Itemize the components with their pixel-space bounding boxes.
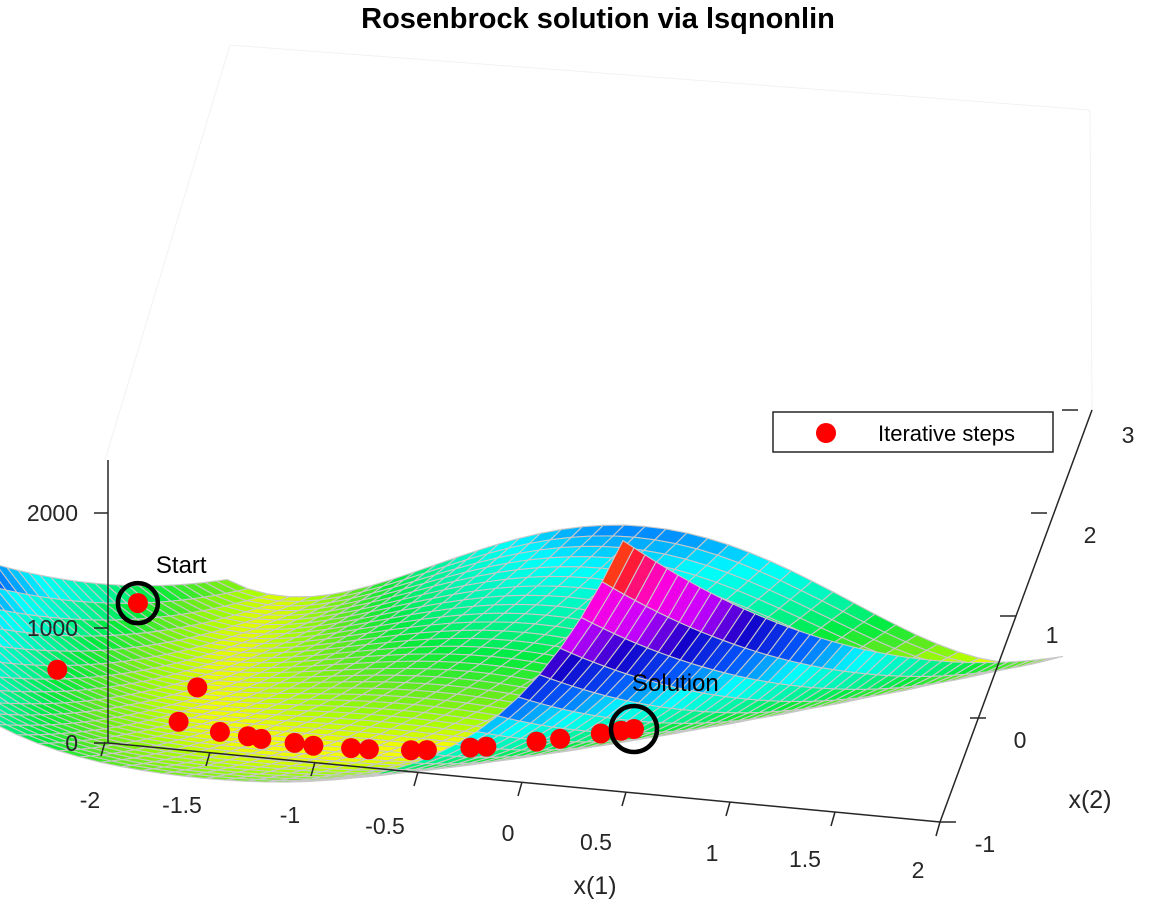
iteration-point (590, 723, 611, 744)
y-tick-label: 0 (1014, 727, 1027, 753)
solution-marker-ring (608, 703, 660, 755)
x-tick-mark (310, 761, 316, 777)
x-axis-label: x(1) (573, 872, 616, 900)
legend-box (772, 411, 1054, 453)
x-tick-mark (830, 811, 836, 827)
iteration-point (47, 659, 68, 680)
iteration-point (526, 731, 547, 752)
y-tick-label: 1 (1046, 622, 1059, 648)
z-tick-label: 1000 (27, 615, 78, 641)
x-tick-label: -2 (80, 787, 100, 813)
iteration-point (624, 719, 644, 739)
y-axis-label: x(2) (1068, 786, 1111, 814)
z-axis-ticks: 0 1000 2000 (27, 500, 108, 756)
iteration-point (209, 721, 230, 742)
y-tick-label: 2 (1084, 522, 1097, 548)
x-tick-mark (205, 751, 211, 767)
legend-label: Iterative steps (878, 421, 1015, 446)
iteration-point (168, 711, 189, 732)
start-marker-ring (115, 580, 161, 626)
x-tick-label: -1 (280, 802, 300, 828)
legend: Iterative steps (772, 411, 1054, 453)
iteration-point (416, 740, 437, 761)
x-tick-label: 1.5 (789, 846, 821, 872)
iteration-point (284, 732, 305, 753)
iteration-point (460, 737, 481, 758)
x-tick-mark (517, 781, 523, 797)
x-tick-label: 0 (502, 820, 515, 846)
z-tick-label: 0 (65, 730, 78, 756)
y-axis-ticks: -1 0 1 2 3 (940, 409, 1135, 857)
z-tick-label: 2000 (27, 500, 78, 526)
annotations: Start Solution (115, 552, 719, 755)
x-tick-mark (935, 821, 941, 837)
iteration-point (341, 738, 362, 759)
y-tick-label: -1 (975, 831, 995, 857)
iterative-steps-series (47, 593, 644, 761)
x-axis-ticks: -2 -1.5 -1 -0.5 0 0.5 1 1.5 2 (80, 741, 941, 883)
iteration-point (476, 736, 497, 757)
x-tick-label: -0.5 (365, 813, 405, 839)
x-tick-label: 1 (706, 840, 719, 866)
iteration-point (251, 728, 272, 749)
legend-marker (816, 423, 836, 443)
start-label: Start (156, 552, 207, 579)
iteration-point (303, 735, 324, 756)
surface-patch (601, 539, 635, 589)
iteration-point (401, 740, 421, 761)
axes-back-panels (104, 44, 1093, 461)
iteration-point (127, 593, 148, 614)
y-tick-label: 3 (1122, 422, 1135, 448)
iteration-point (550, 728, 571, 749)
chart-title: Rosenbrock solution via lsqnonlin (361, 3, 835, 35)
x-tick-mark (100, 741, 106, 757)
x-tick-label: 0.5 (580, 829, 612, 855)
iteration-point (187, 677, 208, 698)
x-tick-mark (413, 771, 419, 787)
x-tick-mark (621, 791, 627, 807)
x-tick-label: 2 (912, 857, 925, 883)
iteration-point (358, 739, 379, 760)
x-tick-mark (725, 801, 731, 817)
rosenbrock-surface (0, 524, 1064, 783)
x-tick-label: -1.5 (162, 792, 202, 818)
solution-label: Solution (632, 670, 719, 697)
x-axis-line (107, 742, 941, 823)
